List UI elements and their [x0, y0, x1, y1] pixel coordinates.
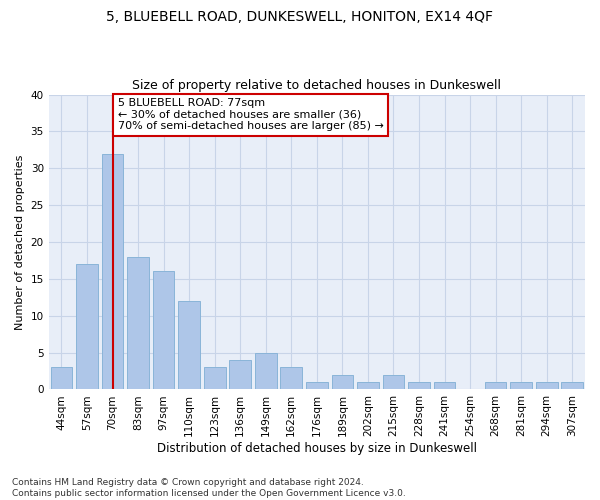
Bar — [536, 382, 557, 390]
Text: Contains HM Land Registry data © Crown copyright and database right 2024.
Contai: Contains HM Land Registry data © Crown c… — [12, 478, 406, 498]
Bar — [383, 374, 404, 390]
Bar — [204, 368, 226, 390]
Bar — [306, 382, 328, 390]
Bar — [357, 382, 379, 390]
Bar — [178, 301, 200, 390]
Title: Size of property relative to detached houses in Dunkeswell: Size of property relative to detached ho… — [133, 79, 502, 92]
Bar — [332, 374, 353, 390]
Bar — [229, 360, 251, 390]
Bar — [76, 264, 98, 390]
Text: 5, BLUEBELL ROAD, DUNKESWELL, HONITON, EX14 4QF: 5, BLUEBELL ROAD, DUNKESWELL, HONITON, E… — [107, 10, 493, 24]
Bar — [50, 368, 72, 390]
Bar — [434, 382, 455, 390]
Y-axis label: Number of detached properties: Number of detached properties — [15, 154, 25, 330]
Text: 5 BLUEBELL ROAD: 77sqm
← 30% of detached houses are smaller (36)
70% of semi-det: 5 BLUEBELL ROAD: 77sqm ← 30% of detached… — [118, 98, 383, 132]
Bar — [280, 368, 302, 390]
Bar — [255, 352, 277, 390]
Bar — [153, 272, 175, 390]
Bar — [562, 382, 583, 390]
Bar — [127, 257, 149, 390]
Bar — [485, 382, 506, 390]
Bar — [510, 382, 532, 390]
Bar — [101, 154, 124, 390]
X-axis label: Distribution of detached houses by size in Dunkeswell: Distribution of detached houses by size … — [157, 442, 477, 455]
Bar — [408, 382, 430, 390]
